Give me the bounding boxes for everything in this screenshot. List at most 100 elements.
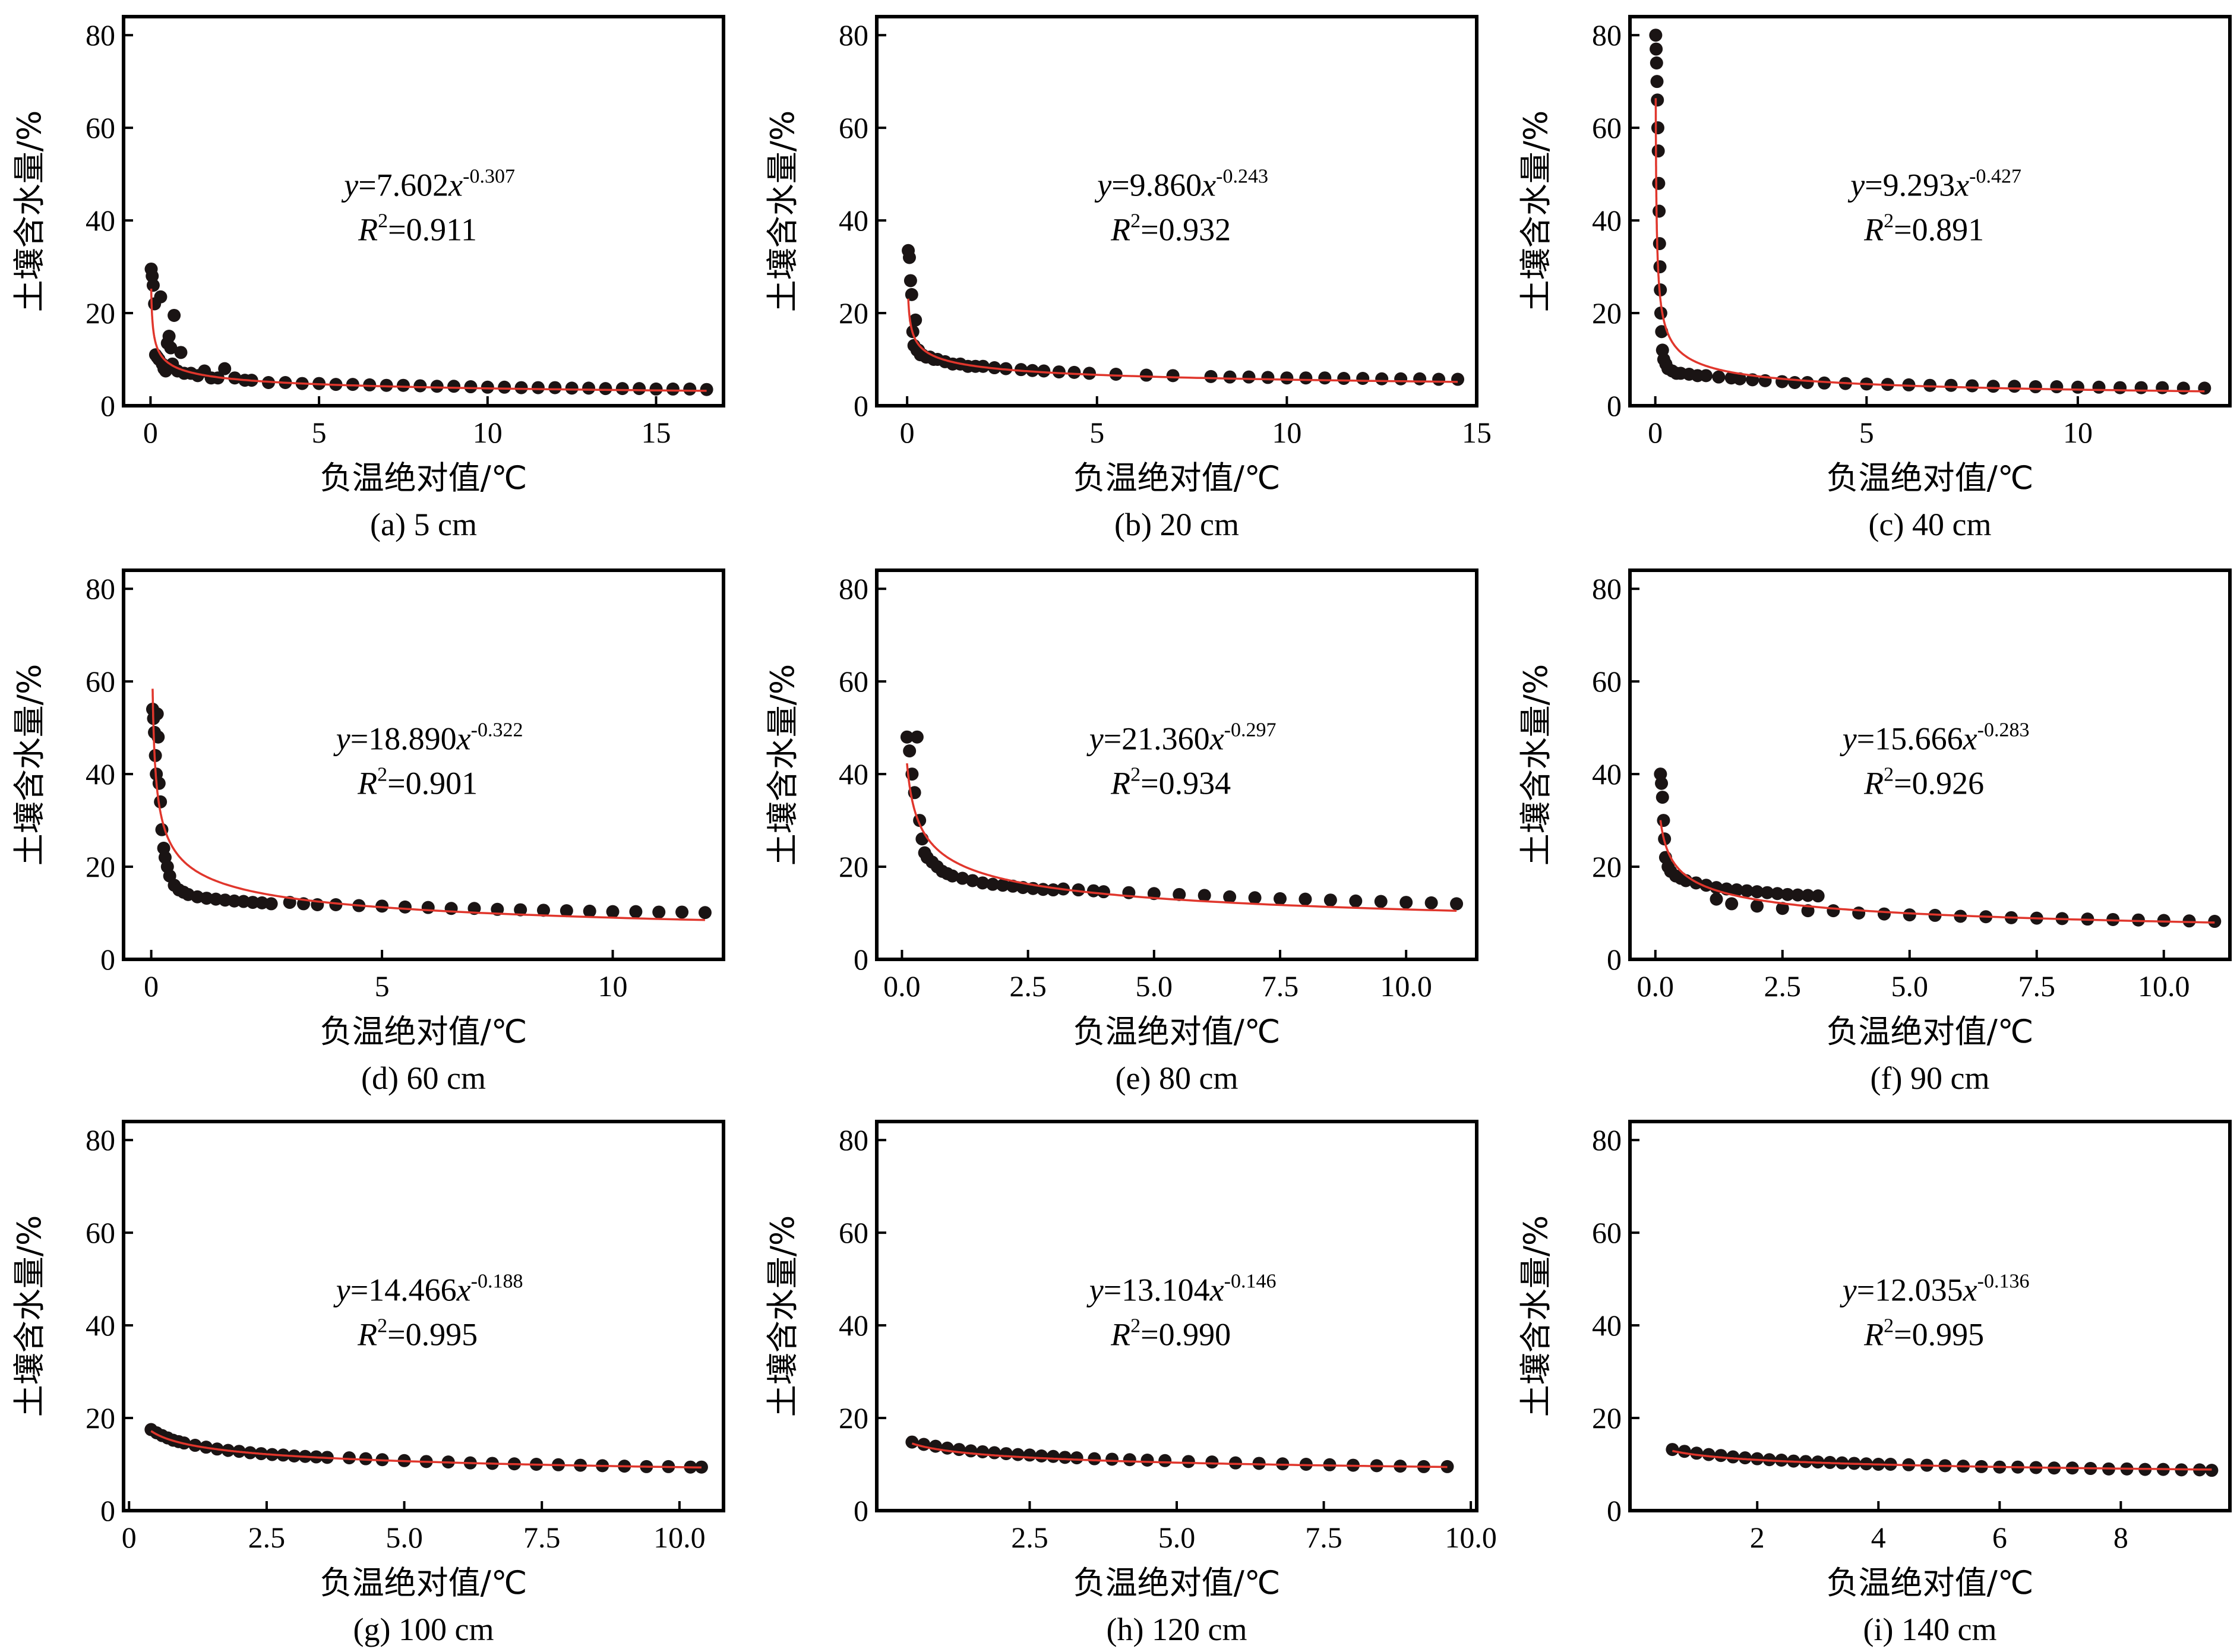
eq-x-var: x: [1963, 1272, 1977, 1307]
data-point: [481, 380, 494, 394]
r-var: R: [1110, 1316, 1130, 1352]
data-point: [375, 899, 389, 913]
eq-exponent: -0.146: [1224, 1270, 1277, 1292]
y-tick-label: 60: [839, 111, 868, 144]
eq-y-var: y: [333, 721, 350, 756]
y-tick-label: 80: [839, 572, 868, 605]
data-point: [1750, 885, 1764, 899]
x-tick-label: 2.5: [248, 1521, 286, 1554]
data-point: [952, 1443, 966, 1457]
data-point: [1088, 1452, 1101, 1465]
r-var: R: [358, 211, 378, 247]
data-point: [1067, 365, 1081, 379]
data-point: [514, 381, 528, 394]
eq-exponent: -0.322: [471, 719, 523, 741]
r-squared: R2=0.932: [1110, 210, 1231, 247]
data-point: [1710, 892, 1723, 906]
y-tick-label: 60: [1592, 1216, 1622, 1249]
eq-x-var: x: [456, 721, 471, 756]
data-point: [1852, 906, 1866, 920]
panel-caption: (h) 120 cm: [1107, 1612, 1247, 1647]
eq-coef: =21.360: [1104, 721, 1210, 756]
data-point: [1655, 325, 1669, 339]
data-point: [1775, 375, 1789, 388]
eq-x-var: x: [448, 167, 463, 203]
r-squared: R2=0.995: [357, 1315, 478, 1352]
data-point: [1650, 56, 1663, 70]
eq-y-var: y: [1094, 167, 1111, 203]
data-point: [956, 871, 969, 885]
x-tick-label: 0: [900, 416, 915, 449]
data-point: [966, 874, 980, 887]
fit-equation: y=14.466x-0.188: [333, 1270, 523, 1307]
data-point: [1652, 176, 1666, 190]
x-tick-label: 5.0: [1158, 1521, 1196, 1554]
r-value: =0.911: [388, 211, 477, 247]
panel-6: 0 20 40 60 80 0.0 2.5 5.0 7.5 10.0 负温绝对值/℃ 土壤含水量/% (…: [1517, 568, 2232, 1096]
data-point: [396, 378, 410, 392]
eq-exponent: -0.243: [1216, 165, 1268, 187]
eq-exponent: -0.136: [1977, 1270, 2030, 1292]
data-point: [1158, 1454, 1172, 1467]
fit-equation: y=18.890x-0.322: [333, 719, 523, 756]
data-point: [1653, 260, 1667, 274]
x-tick-label: 2.5: [1011, 1521, 1048, 1554]
x-axis-title: 负温绝对值/℃: [1827, 1564, 2034, 1602]
data-point: [917, 1438, 931, 1451]
data-point: [1223, 890, 1237, 904]
data-point: [1123, 1453, 1136, 1467]
data-point: [629, 905, 643, 918]
data-point: [1877, 907, 1891, 921]
data-point: [1651, 144, 1665, 158]
eq-y-var: y: [1847, 167, 1865, 203]
eq-y-var: y: [1086, 721, 1104, 756]
data-point: [1666, 1443, 1679, 1457]
plot-frame: [1628, 15, 2232, 408]
data-point: [218, 362, 232, 375]
y-tick-label: 80: [86, 572, 115, 605]
data-point: [1903, 908, 1916, 922]
y-axis-title: 土壤含水量/%: [11, 1215, 48, 1417]
data-point: [2071, 380, 2084, 394]
data-point: [154, 290, 168, 304]
r-squared: R2=0.891: [1863, 210, 1984, 247]
data-point: [1205, 1455, 1219, 1469]
data-point: [1657, 814, 1670, 827]
data-point: [1775, 902, 1789, 915]
data-point: [1733, 372, 1746, 386]
x-tick-label: 5.0: [386, 1521, 423, 1554]
x-tick-label: 7.5: [1262, 969, 1299, 1003]
data-point: [1653, 204, 1666, 218]
r-sup: 2: [377, 1315, 387, 1337]
data-point: [2008, 380, 2021, 393]
data-point: [1702, 1448, 1715, 1461]
data-point: [1242, 370, 1256, 384]
r-sup: 2: [377, 763, 387, 785]
r-squared: R2=0.926: [1863, 763, 1984, 801]
x-tick-label: 2.5: [1009, 969, 1047, 1003]
r-var: R: [1110, 765, 1130, 801]
fit-curve: [1654, 98, 2205, 393]
x-tick-label: 5.0: [1891, 969, 1929, 1003]
data-point: [940, 1441, 954, 1455]
data-point: [1761, 886, 1774, 899]
panel-caption: (g) 100 cm: [353, 1612, 494, 1647]
data-point: [1649, 29, 1663, 42]
eq-coef: =13.104: [1104, 1272, 1210, 1307]
data-point: [1690, 1446, 1704, 1460]
data-point: [1966, 379, 1979, 393]
data-point: [1356, 371, 1370, 385]
x-tick-label: 5.0: [1136, 969, 1173, 1003]
data-point: [162, 330, 176, 343]
data-point: [1827, 904, 1840, 918]
y-tick-label: 20: [86, 1401, 115, 1435]
y-tick-label: 20: [839, 1401, 868, 1435]
data-point: [1181, 1455, 1195, 1468]
data-point: [1801, 889, 1815, 902]
data-point: [1140, 1454, 1154, 1467]
plot-frame: [875, 568, 1478, 961]
data-point: [1318, 371, 1332, 385]
eq-x-var: x: [1209, 721, 1224, 756]
